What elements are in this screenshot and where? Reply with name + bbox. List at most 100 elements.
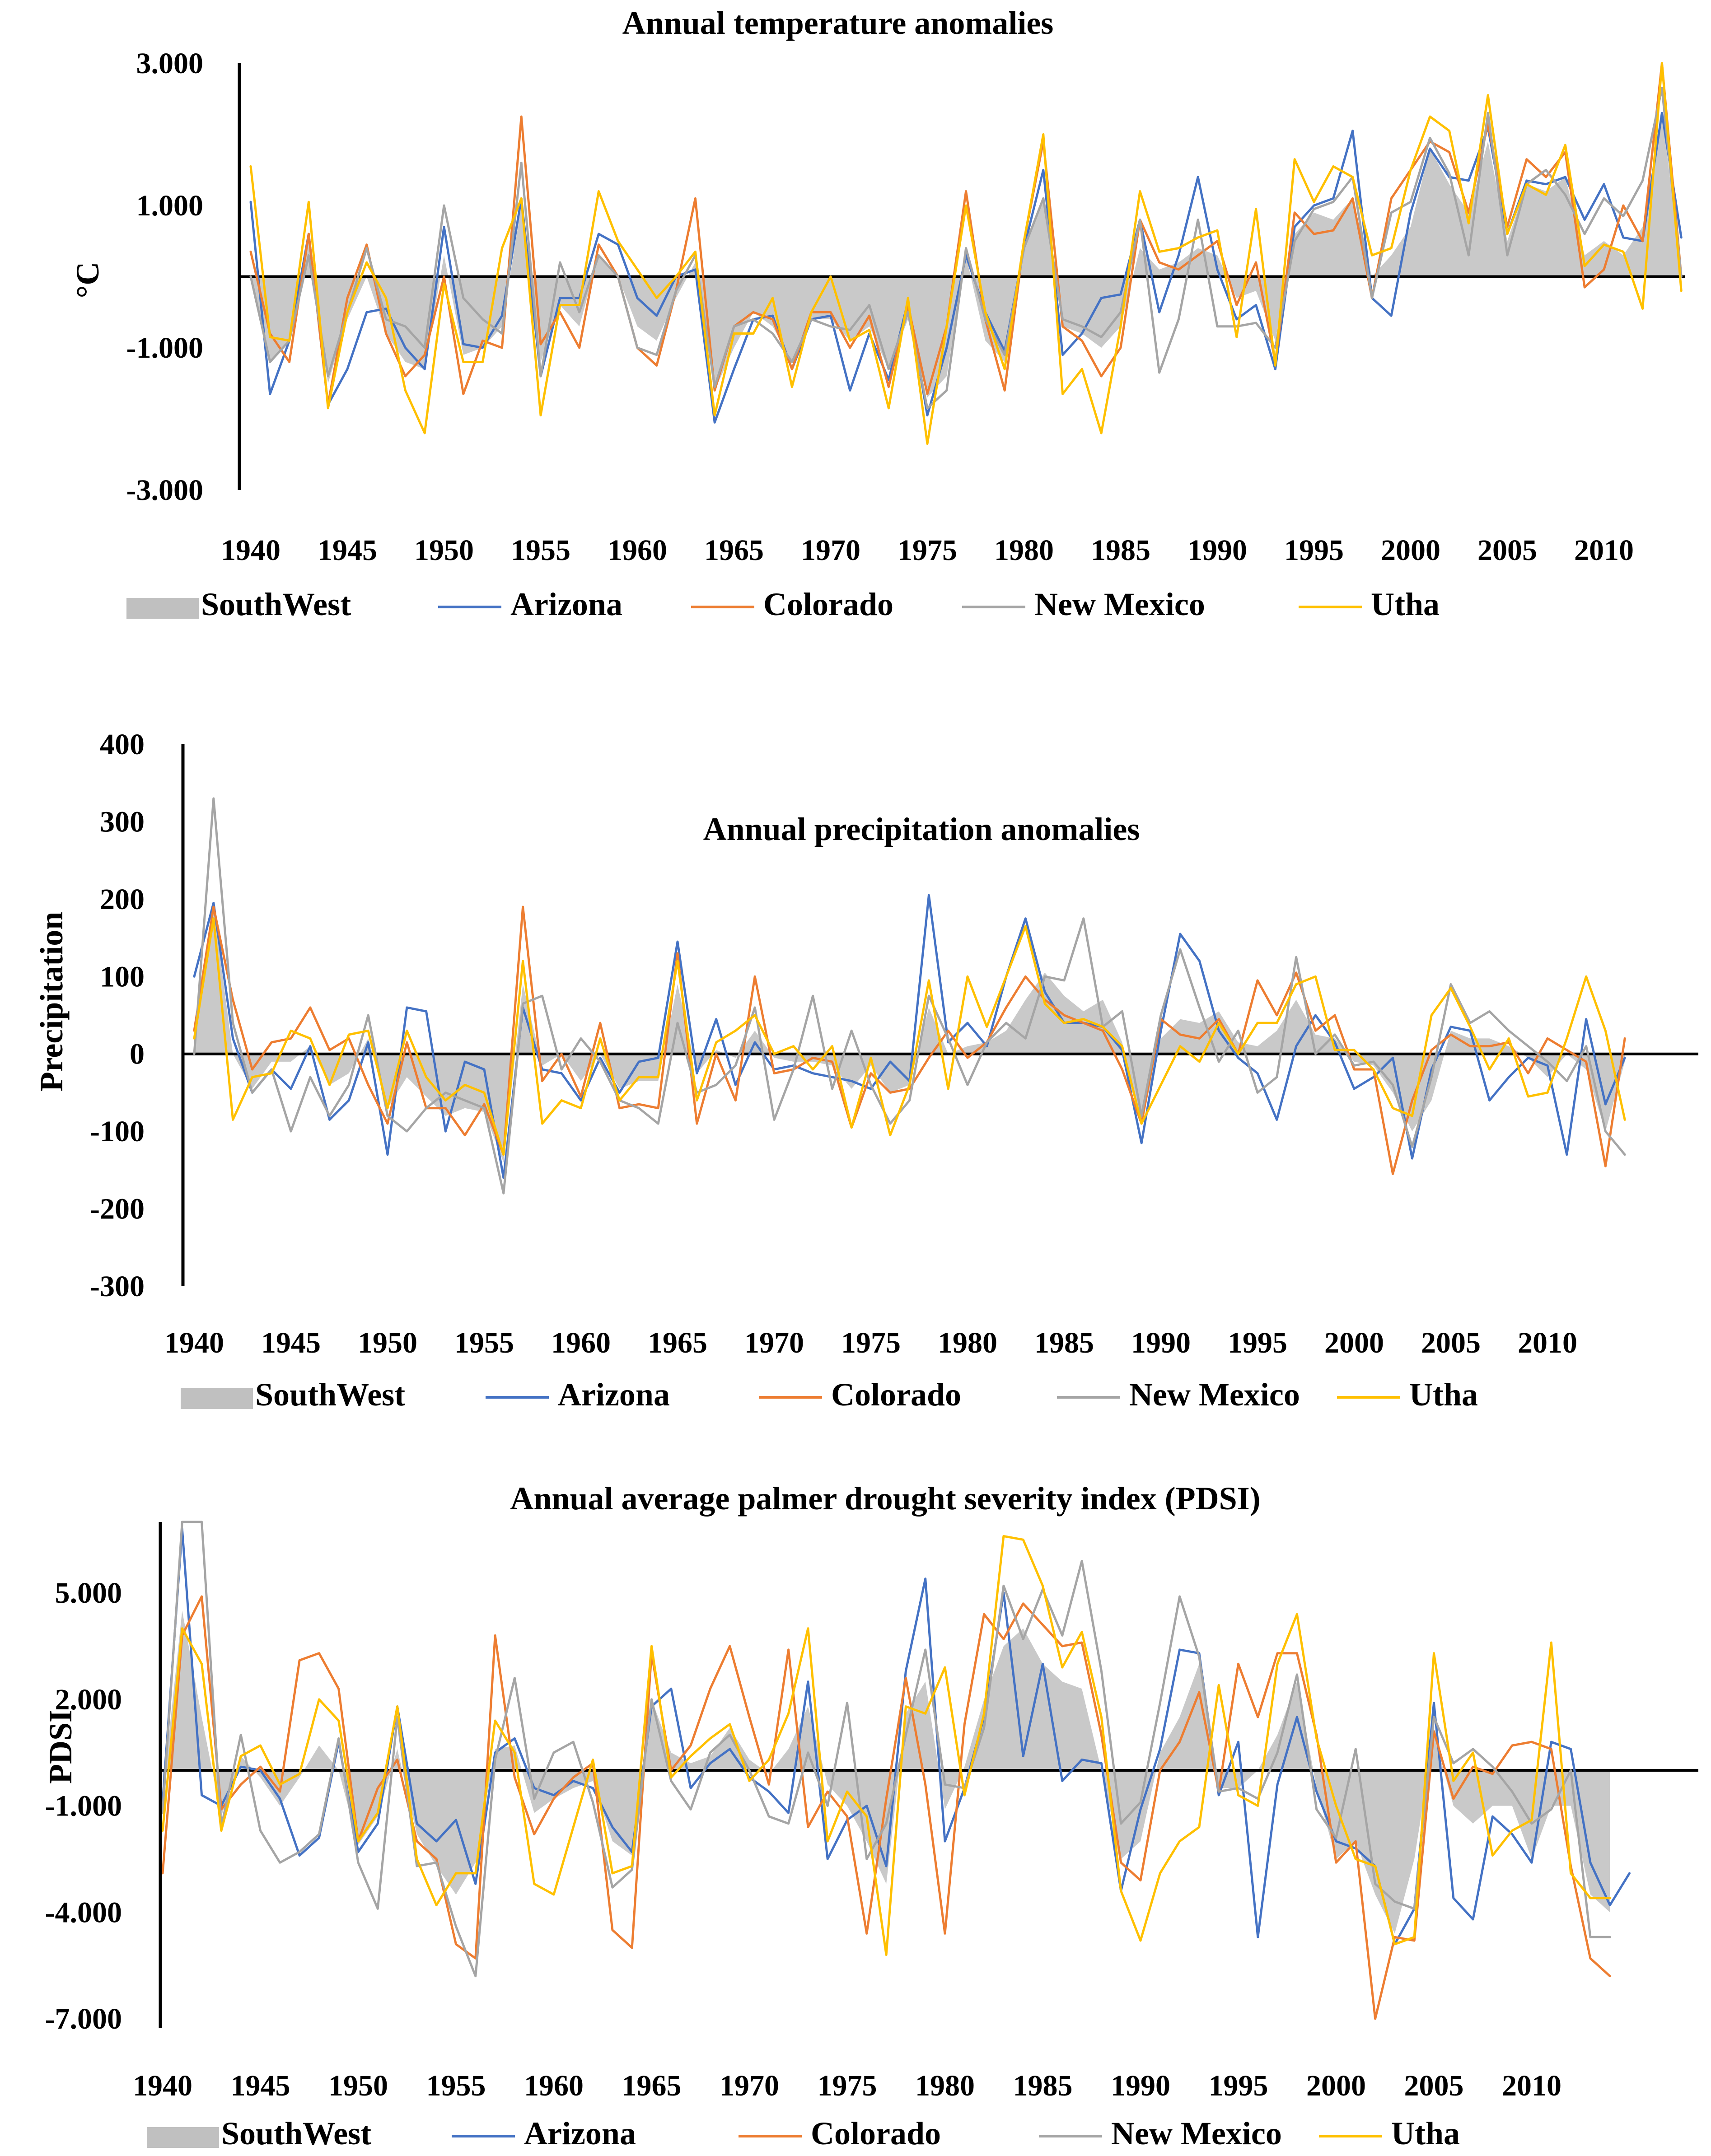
pdsi-x-tick-label: 1960 — [524, 2069, 584, 2102]
pdsi-legend-label: Utha — [1391, 2115, 1460, 2151]
pdsi-y-axis-label: PDSI — [42, 1710, 79, 1784]
precipitation-legend-label: Arizona — [558, 1377, 670, 1413]
precipitation-x-tick-label: 1950 — [358, 1326, 417, 1359]
temperature-legend-swatch-area — [126, 598, 199, 619]
pdsi-lines-layer — [161, 1521, 1631, 2020]
temperature-x-tick-label: 2005 — [1477, 534, 1537, 567]
precipitation-y-tick-label: -100 — [90, 1115, 145, 1148]
precipitation-x-tick-label: 1940 — [164, 1326, 224, 1359]
pdsi-x-tick-label: 1980 — [915, 2069, 975, 2102]
precipitation-y-tick-label: 300 — [100, 805, 145, 838]
precipitation-legend-label: SouthWest — [255, 1377, 405, 1413]
precipitation-y-tick-label: 400 — [100, 728, 145, 761]
precipitation-chart: Annual precipitation anomalies Precipita… — [33, 728, 1698, 1413]
precipitation-chart-title: Annual precipitation anomalies — [703, 811, 1140, 847]
precipitation-y-tick-label: 0 — [130, 1038, 145, 1071]
temperature-x-tick-label: 1970 — [801, 534, 860, 567]
pdsi-chart: Annual average palmer drought severity i… — [42, 1480, 1698, 2151]
precipitation-y-tick-labels: 400 300 200 100 0 -100 -200 -300 — [90, 728, 145, 1303]
pdsi-legend-label: SouthWest — [221, 2115, 371, 2151]
temperature-x-tick-label: 1995 — [1284, 534, 1344, 567]
pdsi-legend-item-southwest: SouthWest — [147, 2115, 371, 2151]
precipitation-legend-item-colorado: Colorado — [759, 1377, 961, 1413]
pdsi-x-tick-label: 1985 — [1013, 2069, 1073, 2102]
temperature-x-tick-label: 1960 — [608, 534, 667, 567]
pdsi-x-tick-labels: 1940 1945 1950 1955 1960 1965 1970 1975 1980 1985… — [133, 2069, 1561, 2102]
precipitation-x-tick-label: 1945 — [261, 1326, 321, 1359]
pdsi-series-new-mexico-line — [161, 1521, 1611, 1978]
temperature-series-colorado-line — [249, 62, 1683, 406]
precipitation-lines-layer — [193, 797, 1626, 1195]
temperature-x-tick-label: 1945 — [318, 534, 377, 567]
pdsi-legend-label: New Mexico — [1111, 2115, 1282, 2151]
pdsi-legend: SouthWest Arizona Colorado New Mexico Utha — [147, 2115, 1460, 2151]
precipitation-y-tick-label: 200 — [100, 883, 145, 916]
pdsi-y-tick-label: -1.000 — [45, 1790, 122, 1823]
temperature-x-tick-label: 2010 — [1574, 534, 1634, 567]
pdsi-y-tick-label: 5.000 — [55, 1577, 122, 1610]
precipitation-x-tick-label: 1995 — [1228, 1326, 1287, 1359]
temperature-y-tick-labels: 3.000 1.000 -1.000 -3.000 — [126, 47, 203, 507]
pdsi-legend-item-colorado: Colorado — [739, 2115, 941, 2151]
precipitation-series-colorado-line — [193, 905, 1626, 1175]
temperature-legend-label: Colorado — [763, 586, 893, 622]
pdsi-y-tick-label: -4.000 — [45, 1896, 122, 1929]
temperature-series-utha-line — [249, 62, 1683, 445]
temperature-x-tick-label: 2000 — [1381, 534, 1440, 567]
precipitation-legend: SouthWest Arizona Colorado New Mexico Utha — [181, 1377, 1478, 1413]
temperature-x-tick-label: 1950 — [414, 534, 474, 567]
temperature-x-tick-label: 1990 — [1187, 534, 1247, 567]
temperature-y-axis-label: °C — [70, 262, 106, 299]
temperature-x-tick-label: 1980 — [994, 534, 1054, 567]
precipitation-series-new-mexico-line — [193, 797, 1626, 1195]
pdsi-x-tick-label: 2005 — [1404, 2069, 1464, 2102]
temperature-legend: SouthWest Arizona Colorado New Mexico Utha — [126, 586, 1440, 622]
temperature-x-tick-label: 1975 — [898, 534, 957, 567]
pdsi-x-tick-label: 1955 — [426, 2069, 486, 2102]
pdsi-area-layer — [163, 1610, 1610, 1934]
pdsi-x-tick-label: 1945 — [231, 2069, 290, 2102]
pdsi-legend-item-arizona: Arizona — [452, 2115, 636, 2151]
temperature-legend-item-southwest: SouthWest — [126, 586, 351, 622]
temperature-chart: Annual temperature anomalies °C 3.000 1.0… — [70, 5, 1685, 622]
temperature-y-tick-label: -3.000 — [126, 474, 203, 507]
temperature-legend-label: SouthWest — [201, 586, 351, 622]
pdsi-legend-label: Colorado — [811, 2115, 941, 2151]
precipitation-legend-item-new-mexico: New Mexico — [1057, 1377, 1300, 1413]
pdsi-x-tick-label: 1950 — [328, 2069, 388, 2102]
pdsi-x-tick-label: 1965 — [622, 2069, 682, 2102]
pdsi-series-colorado-line — [161, 1595, 1611, 2020]
pdsi-x-tick-label: 2000 — [1306, 2069, 1366, 2102]
precipitation-x-tick-label: 1990 — [1131, 1326, 1191, 1359]
temperature-legend-item-colorado: Colorado — [691, 586, 893, 622]
precipitation-legend-item-utha: Utha — [1337, 1377, 1478, 1413]
precipitation-y-tick-label: 100 — [100, 960, 145, 993]
pdsi-series-utha-line — [161, 1535, 1611, 1956]
precipitation-x-tick-labels: 1940 1945 1950 1955 1960 1965 1970 1975 1980 1985… — [164, 1326, 1577, 1359]
pdsi-x-tick-label: 2010 — [1502, 2069, 1561, 2102]
temperature-legend-label: New Mexico — [1034, 586, 1205, 622]
temperature-y-tick-label: 1.000 — [136, 189, 204, 222]
precipitation-legend-label: Utha — [1409, 1377, 1478, 1413]
temperature-legend-label: Arizona — [510, 586, 622, 622]
pdsi-y-tick-label: 2.000 — [55, 1683, 122, 1716]
pdsi-chart-title: Annual average palmer drought severity i… — [510, 1480, 1260, 1517]
pdsi-x-tick-label: 1940 — [133, 2069, 192, 2102]
pdsi-x-tick-label: 1995 — [1209, 2069, 1268, 2102]
pdsi-legend-item-new-mexico: New Mexico — [1039, 2115, 1282, 2151]
temperature-x-tick-label: 1955 — [511, 534, 570, 567]
precipitation-x-tick-label: 2010 — [1518, 1326, 1577, 1359]
temperature-legend-item-arizona: Arizona — [438, 586, 622, 622]
precipitation-x-tick-label: 1960 — [551, 1326, 611, 1359]
precipitation-legend-label: New Mexico — [1129, 1377, 1300, 1413]
precipitation-x-tick-label: 2005 — [1421, 1326, 1481, 1359]
temperature-legend-item-utha: Utha — [1299, 586, 1440, 622]
temperature-x-tick-label: 1985 — [1091, 534, 1150, 567]
temperature-chart-title: Annual temperature anomalies — [622, 5, 1054, 41]
precipitation-legend-swatch-area — [181, 1388, 253, 1409]
precipitation-series-utha-line — [193, 917, 1626, 1156]
precipitation-legend-item-arizona: Arizona — [486, 1377, 670, 1413]
temperature-legend-label: Utha — [1371, 586, 1440, 622]
pdsi-y-tick-label: -7.000 — [45, 2002, 122, 2035]
